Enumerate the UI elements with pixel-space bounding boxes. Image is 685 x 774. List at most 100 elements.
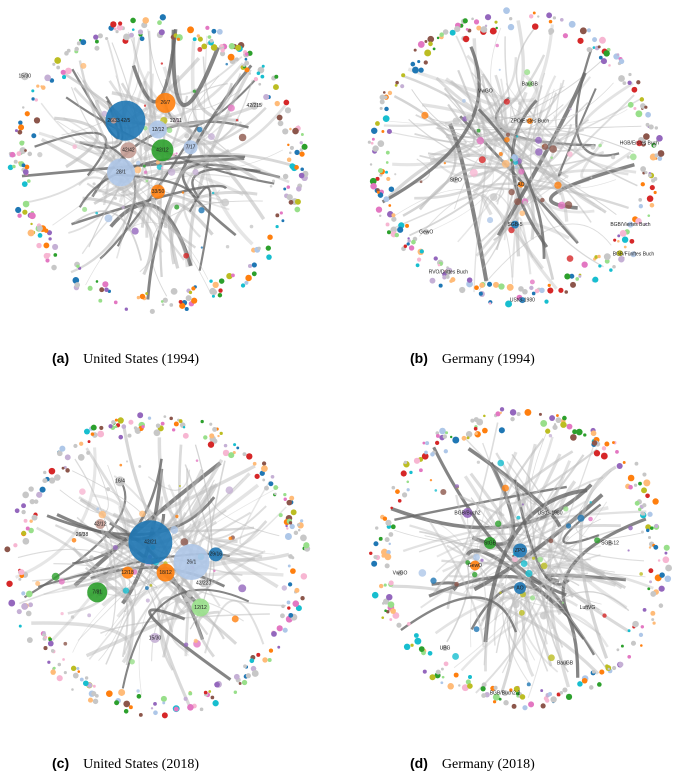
node	[609, 268, 613, 272]
node	[199, 707, 204, 712]
node	[480, 686, 486, 692]
edge	[419, 530, 470, 643]
node	[129, 32, 134, 38]
node	[627, 549, 630, 552]
node	[212, 281, 219, 288]
node	[92, 698, 99, 705]
node	[478, 156, 486, 164]
node	[246, 453, 253, 460]
node	[136, 160, 141, 166]
node	[294, 206, 301, 213]
node	[286, 157, 292, 162]
node	[638, 198, 643, 202]
node	[618, 661, 624, 668]
node-label: BGB/Buch2-2	[490, 690, 521, 696]
node	[511, 703, 517, 709]
node	[476, 25, 482, 31]
node	[509, 688, 513, 692]
edge	[117, 192, 159, 273]
node	[294, 165, 299, 170]
node	[281, 585, 287, 591]
node	[418, 67, 424, 73]
node	[47, 660, 51, 664]
node	[21, 591, 26, 596]
edge	[479, 94, 635, 244]
node	[125, 460, 129, 463]
node-label: 42/42	[122, 148, 135, 154]
node	[555, 417, 562, 424]
node	[654, 153, 659, 158]
node	[379, 214, 382, 218]
node	[241, 679, 248, 686]
node	[550, 156, 553, 160]
node	[171, 428, 176, 432]
node	[23, 518, 28, 523]
node	[516, 515, 521, 520]
node	[499, 407, 505, 412]
node	[610, 154, 616, 160]
edge	[475, 150, 605, 257]
node	[449, 435, 453, 439]
node	[649, 185, 655, 191]
node	[58, 578, 65, 585]
node	[403, 244, 408, 249]
node	[288, 521, 293, 525]
node	[591, 670, 596, 674]
edge	[550, 101, 590, 144]
node	[422, 441, 426, 445]
node	[63, 671, 67, 675]
node	[71, 537, 77, 543]
node	[80, 39, 87, 46]
node	[621, 236, 629, 243]
node	[395, 80, 399, 85]
node	[163, 415, 167, 418]
node	[29, 498, 35, 505]
node	[442, 29, 449, 35]
node	[275, 213, 280, 218]
node	[56, 675, 63, 682]
node	[619, 229, 627, 237]
node	[281, 219, 285, 223]
node	[618, 256, 625, 263]
node	[469, 168, 478, 177]
node	[27, 151, 33, 157]
node	[509, 158, 513, 162]
edge	[493, 596, 602, 646]
node	[434, 489, 438, 492]
node	[182, 426, 186, 429]
edge	[195, 79, 254, 143]
node	[525, 569, 533, 578]
node	[244, 52, 249, 56]
node	[547, 283, 551, 287]
node	[479, 282, 485, 288]
node	[390, 506, 393, 510]
node	[136, 427, 140, 432]
node	[381, 553, 386, 558]
node-label: 12/18	[121, 570, 134, 576]
node	[506, 283, 514, 291]
node	[151, 198, 156, 203]
edge	[538, 75, 578, 147]
node	[600, 58, 607, 65]
node	[139, 510, 146, 518]
node	[397, 570, 403, 576]
node	[201, 43, 208, 50]
node	[473, 626, 480, 633]
node	[493, 685, 498, 690]
node	[617, 234, 621, 238]
node	[500, 582, 505, 586]
node-label: 16/4	[115, 479, 125, 485]
node	[227, 53, 235, 61]
edge	[485, 78, 614, 121]
node	[543, 422, 547, 425]
node	[277, 645, 281, 649]
node	[83, 428, 90, 435]
node-label: UStG-1980	[510, 297, 535, 303]
node	[40, 85, 43, 88]
node	[373, 541, 379, 547]
node	[483, 414, 486, 418]
node	[111, 420, 116, 425]
node	[54, 474, 61, 481]
edge	[82, 196, 154, 276]
